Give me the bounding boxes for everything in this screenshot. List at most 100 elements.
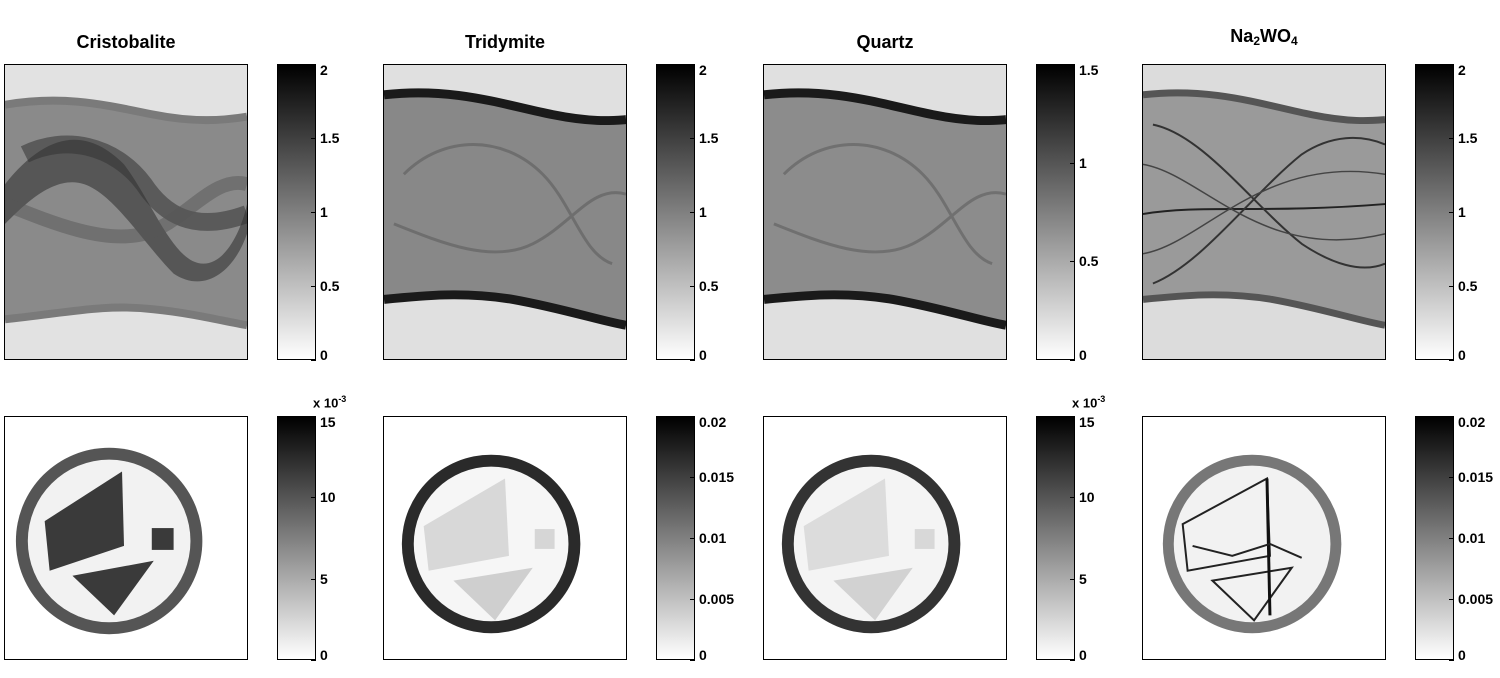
colorbar-tickmark	[1070, 64, 1075, 65]
colorbar-tick-label: 2	[320, 62, 328, 78]
colorbar-tickmark	[1449, 360, 1454, 361]
colorbar-tick-label: 0.015	[1458, 469, 1494, 485]
colorbar-tickmark	[690, 416, 695, 417]
colorbar-tickmark	[1070, 578, 1075, 580]
colorbar-tickmark	[311, 212, 316, 213]
colorbar-tick-label: 1	[320, 204, 328, 220]
colorbar-tickmark	[690, 477, 695, 478]
colorbar-tickmark	[1449, 477, 1454, 478]
colorbar-tickmark	[1449, 138, 1454, 139]
colorbar-tick-label: 0.5	[1079, 253, 1099, 270]
colorbar-tickmark	[690, 538, 695, 539]
colorbar-tick-label: 0.005	[699, 591, 735, 607]
colorbar-bottom-2	[656, 416, 695, 660]
colorbar-tickmark	[1449, 660, 1454, 661]
colorbar-tickmark	[1449, 64, 1454, 65]
colorbar-tick-label: 0.01	[1458, 530, 1486, 546]
colorbar-tickmark	[690, 138, 695, 139]
colorbar-tick-label: 0.015	[699, 469, 735, 485]
colorbar-tickmark	[690, 212, 695, 213]
colorbar-tickmark	[690, 660, 695, 661]
title-quartz: Quartz	[856, 32, 914, 52]
colorbar-tick-label: 0.02	[699, 414, 727, 430]
colorbar-tick-label: 1.5	[320, 130, 340, 146]
colorbar-tick-label: 1	[1458, 204, 1466, 220]
reconstruction-na2wo4	[1142, 416, 1386, 660]
colorbar-bottom-1	[277, 416, 316, 660]
colorbar-tickmark	[690, 599, 695, 600]
title-na2wo4-wo: WO	[1260, 26, 1291, 46]
colorbar-tick-label: 1	[1079, 154, 1087, 171]
colorbar-top-3	[1036, 64, 1075, 360]
colorbar-tick-label: 15	[1079, 414, 1095, 430]
title-na2wo4: Na2WO4	[1142, 26, 1386, 48]
sinogram-na2wo4	[1142, 64, 1386, 360]
title-na2wo4-na: Na	[1230, 26, 1254, 46]
colorbar-tick-label: 15	[320, 414, 336, 430]
colorbar-tick-label: 0.5	[699, 278, 719, 294]
colorbar-tickmark	[1070, 497, 1075, 499]
colorbar-tick-label: 5	[320, 570, 328, 587]
sinogram-quartz	[763, 64, 1007, 360]
colorbar-tickmark	[690, 64, 695, 65]
colorbar-tick-label: 0	[320, 647, 328, 663]
colorbar-tick-label: 0	[699, 347, 707, 363]
colorbar-tickmark	[1070, 416, 1075, 417]
colorbar-tickmark	[311, 138, 316, 139]
colorbar-tick-label: 0	[1458, 347, 1466, 363]
colorbar-tick-label: 0	[1079, 347, 1087, 363]
colorbar-tickmark	[1070, 162, 1075, 164]
colorbar-tickmark	[1070, 360, 1075, 361]
colorbar-tick-label: 1	[699, 204, 707, 220]
sinogram-cristobalite	[4, 64, 248, 360]
sinogram-tridymite	[383, 64, 627, 360]
colorbar-tickmark	[1449, 286, 1454, 287]
title-na2wo4-sub2: 4	[1291, 34, 1298, 48]
colorbar-tick-label: 1.5	[1079, 62, 1099, 78]
colorbar-tickmark	[690, 360, 695, 361]
colorbar-exponent: x 10-3	[1072, 394, 1106, 411]
colorbar-bottom-3	[1036, 416, 1075, 660]
colorbar-tickmark	[311, 416, 316, 417]
colorbar-bottom-4	[1415, 416, 1454, 660]
colorbar-tick-label: 0.005	[1458, 591, 1494, 607]
colorbar-tickmark	[1449, 416, 1454, 417]
colorbar-tickmark	[1449, 212, 1454, 213]
colorbar-tick-label: 0	[1079, 647, 1087, 663]
reconstruction-cristobalite	[4, 416, 248, 660]
colorbar-tick-label: 0.01	[699, 530, 727, 546]
colorbar-tickmark	[311, 497, 316, 499]
colorbar-tickmark	[311, 360, 316, 361]
colorbar-tick-label: 2	[699, 62, 707, 78]
colorbar-tickmark	[1449, 599, 1454, 600]
colorbar-tick-label: 0	[1458, 647, 1466, 663]
colorbar-tickmark	[311, 64, 316, 65]
colorbar-tickmark	[311, 578, 316, 580]
colorbar-tick-label: 2	[1458, 62, 1466, 78]
colorbar-tick-label: 10	[1079, 489, 1095, 506]
colorbar-tickmark	[311, 286, 316, 287]
colorbar-tick-label: 0	[320, 347, 328, 363]
colorbar-tick-label: 0.02	[1458, 414, 1486, 430]
colorbar-tickmark	[1449, 538, 1454, 539]
colorbar-top-2	[656, 64, 695, 360]
colorbar-tickmark	[311, 660, 316, 661]
colorbar-tick-label: 0.5	[320, 278, 340, 294]
colorbar-exponent: x 10-3	[313, 394, 347, 411]
colorbar-tick-label: 1.5	[699, 130, 719, 146]
colorbar-tick-label: 1.5	[1458, 130, 1478, 146]
title-na2wo4-sub1: 2	[1253, 34, 1260, 48]
colorbar-tick-label: 0	[699, 647, 707, 663]
colorbar-tickmark	[690, 286, 695, 287]
reconstruction-quartz	[763, 416, 1007, 660]
title-cristobalite: Cristobalite	[76, 32, 176, 52]
colorbar-top-4	[1415, 64, 1454, 360]
colorbar-tickmark	[1070, 660, 1075, 661]
colorbar-tickmark	[1070, 261, 1075, 263]
colorbar-tick-label: 10	[320, 489, 336, 506]
colorbar-tick-label: 5	[1079, 570, 1087, 587]
reconstruction-tridymite	[383, 416, 627, 660]
colorbar-tick-label: 0.5	[1458, 278, 1478, 294]
colorbar-top-1	[277, 64, 316, 360]
title-tridymite: Tridymite	[464, 32, 546, 52]
